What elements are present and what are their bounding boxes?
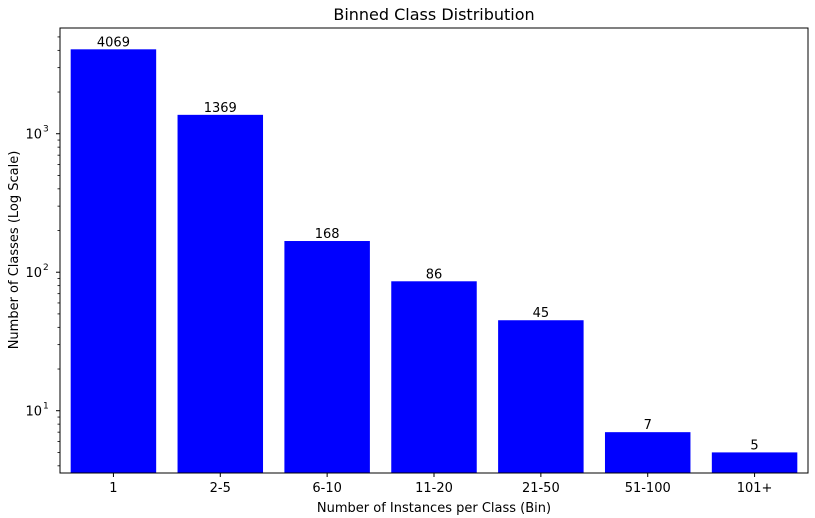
y-axis-label: Number of Classes (Log Scale)	[7, 151, 22, 350]
y-tick-label: 10	[25, 266, 42, 281]
y-tick-exponent: 3	[43, 125, 49, 135]
data-label: 4069	[97, 35, 130, 50]
bars-group	[70, 49, 798, 474]
bar	[391, 281, 477, 473]
data-label: 5	[750, 438, 758, 453]
x-axis-label: Number of Instances per Class (Bin)	[317, 501, 551, 516]
x-tick-label: 2-5	[210, 481, 231, 496]
y-tick-label: 10	[25, 128, 42, 143]
y-tick-label: 10	[25, 405, 42, 420]
bar	[70, 49, 157, 473]
y-tick-exponent: 2	[43, 263, 49, 273]
data-label: 45	[533, 306, 550, 321]
y-tick-exponent: 1	[43, 402, 49, 412]
x-tick-label: 6-10	[312, 481, 342, 496]
bar	[498, 320, 584, 473]
bar	[711, 452, 798, 473]
x-tick-label: 51-100	[625, 481, 671, 496]
x-tick-label: 21-50	[522, 481, 560, 496]
data-label: 1369	[204, 101, 237, 116]
bar	[604, 432, 691, 473]
x-tick-label: 11-20	[415, 481, 453, 496]
data-label: 86	[426, 267, 443, 282]
data-labels-group: 4069 1369 168 86 45 7 5	[97, 35, 759, 453]
bar	[177, 114, 264, 474]
bar	[284, 241, 370, 473]
data-label: 7	[644, 418, 652, 433]
data-label: 168	[315, 227, 340, 242]
x-tick-label: 1	[109, 481, 117, 496]
x-axis: 1 2-5 6-10 11-20 21-50 51-100 101+	[109, 473, 772, 496]
x-tick-label: 101+	[737, 481, 773, 496]
chart-title: Binned Class Distribution	[333, 5, 534, 24]
